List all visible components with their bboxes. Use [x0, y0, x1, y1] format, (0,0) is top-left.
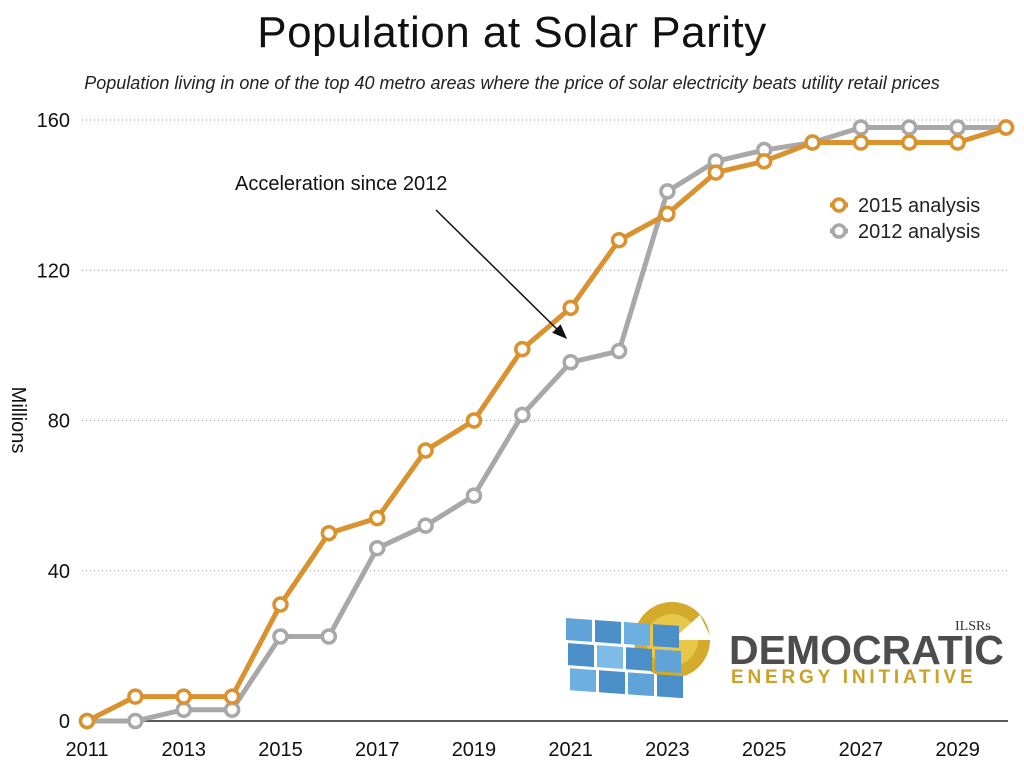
panel-cell — [566, 618, 592, 642]
y-tick-label: 120 — [37, 260, 70, 282]
data-point-2015 — [417, 442, 434, 459]
data-point-2012 — [949, 119, 966, 136]
x-tick-label: 2017 — [355, 739, 400, 761]
data-point-2012 — [901, 119, 918, 136]
chart-subtitle: Population living in one of the top 40 m… — [84, 73, 940, 93]
y-axis-label: Millions — [7, 387, 29, 454]
panel-cell — [628, 672, 654, 697]
data-point-2015 — [610, 231, 628, 249]
data-point-2015 — [562, 299, 579, 317]
legend-item-2012: 2012 analysis — [830, 221, 980, 243]
panel-cell — [655, 649, 681, 674]
data-point-2012 — [272, 628, 289, 645]
panel-cell — [624, 622, 650, 646]
x-tick-label: 2023 — [645, 739, 690, 761]
y-tick-label: 160 — [37, 110, 70, 132]
x-tick-label: 2027 — [839, 739, 884, 761]
data-point-2015 — [997, 119, 1015, 136]
data-point-2015 — [659, 205, 676, 223]
data-point-2015 — [78, 712, 96, 730]
logo-line2: ENERGY INITIATIVE — [731, 667, 976, 688]
panel-cell — [595, 620, 621, 644]
panel-cell — [597, 645, 623, 669]
legend-marker-2015 — [831, 197, 847, 213]
annotation-arrow — [435, 209, 568, 340]
data-point-2015 — [320, 524, 338, 542]
data-point-2015 — [949, 134, 966, 151]
panel-cell — [657, 674, 683, 699]
panel-cell — [570, 668, 596, 693]
legend-label-2015: 2015 analysis — [858, 195, 980, 217]
data-point-2012 — [175, 701, 192, 718]
data-point-2015 — [465, 412, 483, 429]
data-point-2015 — [901, 134, 918, 151]
x-tick-label: 2029 — [935, 739, 980, 761]
panel-cell — [653, 624, 679, 648]
data-point-2012 — [562, 354, 579, 371]
data-point-2012 — [127, 712, 144, 730]
x-tick-label: 2015 — [258, 739, 303, 761]
y-tick-labels: 0 40 80 120 160 — [37, 110, 70, 733]
y-tick-label: 40 — [48, 561, 70, 583]
data-point-2012 — [320, 628, 338, 645]
legend-item-2015: 2015 analysis — [830, 195, 980, 217]
data-point-2015 — [127, 688, 144, 705]
data-point-2012 — [465, 487, 483, 504]
data-point-2012 — [852, 119, 870, 136]
data-point-2012 — [368, 539, 386, 557]
democratic-energy-initiative-logo: DEMOCRATIC ENERGY INITIATIVE ILSRs — [566, 602, 1004, 699]
annotation-text: Acceleration since 2012 — [235, 173, 447, 195]
legend-label-2012: 2012 analysis — [858, 221, 980, 243]
data-point-2015 — [272, 596, 289, 613]
data-point-2012 — [514, 406, 531, 424]
data-point-2015 — [368, 509, 386, 527]
data-point-2015 — [755, 153, 773, 170]
data-point-2012 — [610, 342, 628, 360]
x-tick-label: 2021 — [548, 739, 593, 761]
x-tick-label: 2013 — [161, 739, 206, 761]
x-tick-label: 2019 — [452, 739, 497, 761]
gridlines — [82, 119, 1008, 572]
data-point-2015 — [804, 134, 821, 151]
chart-title: Population at Solar Parity — [257, 8, 767, 57]
sun-ray-gap — [672, 615, 712, 640]
logo-line1: DEMOCRATIC — [729, 627, 1004, 673]
data-point-2012 — [223, 701, 241, 718]
data-point-2015 — [852, 134, 870, 151]
data-point-2012 — [417, 517, 434, 534]
solar-panel-icon — [566, 618, 683, 699]
y-tick-label: 0 — [59, 711, 70, 733]
data-point-2015 — [175, 688, 192, 705]
series-group — [78, 119, 1015, 730]
x-tick-labels: 2011 2013 2015 2017 2019 2021 2023 2025 2027 2029 — [65, 739, 979, 761]
logo-badge: ILSRs — [955, 619, 991, 634]
panel-cell — [568, 643, 594, 667]
panel-cell — [626, 647, 652, 672]
data-point-2015 — [223, 688, 241, 705]
data-point-2012 — [659, 183, 676, 200]
legend: 2015 analysis 2012 analysis — [830, 195, 980, 243]
data-point-2015 — [707, 164, 725, 181]
x-tick-label: 2011 — [65, 739, 108, 761]
panel-cell — [599, 670, 625, 695]
legend-marker-2012 — [831, 223, 847, 239]
y-tick-label: 80 — [48, 411, 70, 433]
data-point-2015 — [514, 340, 531, 358]
x-tick-label: 2025 — [742, 739, 787, 761]
